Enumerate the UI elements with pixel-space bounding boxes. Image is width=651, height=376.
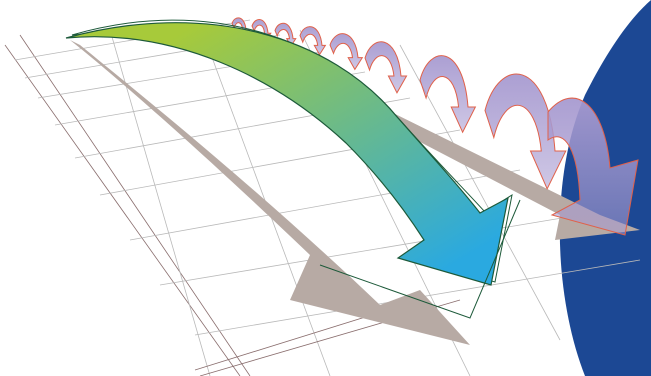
hop-arrow [547, 97, 639, 236]
hop-arrow [329, 33, 364, 71]
big-arrow-edge-highlight [319, 199, 521, 319]
hop-arrow [299, 26, 327, 56]
big-curved-arrow [65, 19, 521, 319]
hop-arrow [364, 41, 408, 94]
hop-arrow [419, 55, 477, 134]
big-arrow-shadow [70, 40, 470, 345]
big-arrow-body [65, 22, 509, 286]
hop-arrow [484, 73, 567, 190]
